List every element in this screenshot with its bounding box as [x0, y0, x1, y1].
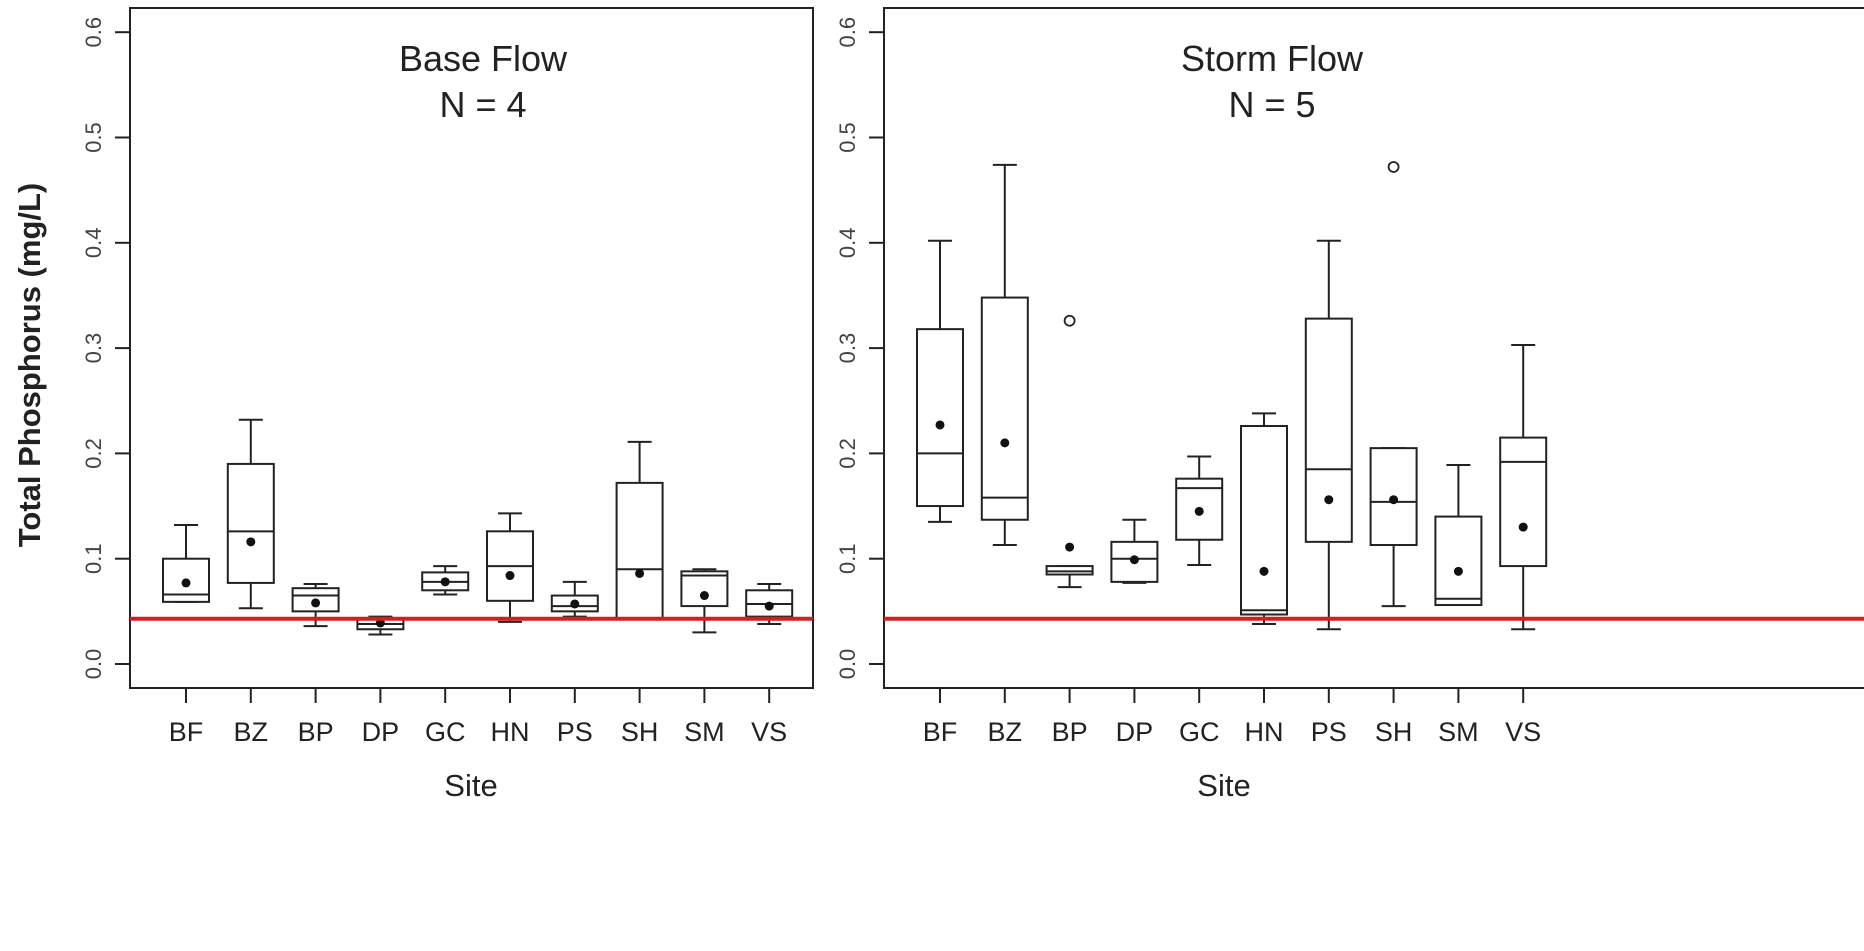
x-tick-label: PS [557, 717, 593, 747]
panel-title-line1: Base Flow [399, 38, 568, 79]
mean-marker [570, 599, 580, 609]
x-tick-label: BP [298, 717, 334, 747]
box-sh [1369, 161, 1418, 608]
y-tick-label: 0.4 [835, 228, 860, 259]
outlier-point [1387, 161, 1400, 173]
box-dp [1110, 518, 1159, 584]
mean-marker [764, 601, 774, 611]
mean-marker [1000, 438, 1010, 448]
x-tick-label: SH [621, 717, 659, 747]
y-tick-label: 0.2 [81, 438, 106, 469]
box-hn [486, 512, 534, 623]
x-tick-label: BF [169, 717, 204, 747]
x-tick-label: HN [491, 717, 530, 747]
mean-marker [1389, 495, 1399, 505]
y-tick-label: 0.5 [835, 122, 860, 153]
box-bz [980, 163, 1029, 547]
y-tick-label: 0.6 [81, 17, 106, 48]
x-axis-title: Site [444, 768, 497, 803]
x-tick-label: VS [1505, 717, 1541, 747]
box-body [916, 328, 964, 508]
x-tick-label: SM [1438, 717, 1479, 747]
box-hn [1240, 412, 1288, 625]
x-tick-label: VS [751, 717, 787, 747]
y-tick-label: 0.0 [835, 649, 860, 680]
box-body [1045, 565, 1094, 576]
box-body [1499, 436, 1548, 568]
box-body [1240, 425, 1288, 616]
mean-marker [505, 571, 515, 581]
box-vs [1499, 343, 1548, 631]
outlier-point [1063, 314, 1076, 327]
box-body [615, 481, 664, 620]
box-bf [162, 524, 210, 603]
y-tick-label: 0.1 [81, 543, 106, 574]
x-axis-title: Site [1197, 768, 1250, 803]
y-tick-label: 0.0 [81, 649, 106, 680]
mean-marker [1259, 566, 1269, 576]
mean-marker [1324, 495, 1334, 505]
panel-title-line2: N = 5 [1228, 84, 1315, 125]
y-tick-label: 0.6 [835, 17, 860, 48]
mean-marker [1129, 555, 1139, 565]
box-bz [226, 418, 275, 610]
box-vs [745, 582, 794, 625]
box-ps [1304, 239, 1353, 631]
mean-marker [935, 420, 945, 430]
box-body [1434, 515, 1483, 607]
box-ps [550, 580, 599, 618]
x-tick-label: PS [1311, 717, 1347, 747]
mean-marker [181, 578, 191, 588]
box-bf [916, 239, 964, 523]
x-tick-label: DP [1116, 717, 1154, 747]
mean-marker [635, 568, 645, 578]
mean-marker [1453, 566, 1463, 576]
box-gc [1175, 455, 1224, 567]
x-tick-label: HN [1245, 717, 1284, 747]
y-tick-label: 0.3 [81, 333, 106, 364]
panel-title-line1: Storm Flow [1181, 38, 1364, 79]
box-bp [1045, 314, 1094, 589]
x-tick-label: GC [1179, 717, 1220, 747]
y-tick-label: 0.5 [81, 122, 106, 153]
box-sm [680, 568, 729, 634]
x-tick-label: SM [684, 717, 725, 747]
box-body [226, 462, 275, 584]
mean-marker [1194, 506, 1204, 516]
x-tick-label: BZ [234, 717, 269, 747]
box-sh [615, 440, 664, 620]
panel-storm-flow: Storm Flow N = 5 Site 0.0 0.1 0.2 0.3 0.4 0.5… [835, 7, 1864, 803]
x-tick-label: GC [425, 717, 466, 747]
mean-marker [246, 537, 256, 547]
y-tick-label: 0.3 [835, 333, 860, 364]
y-tick-label: 0.4 [81, 228, 106, 259]
box-sm [1434, 463, 1483, 607]
box-body [980, 296, 1029, 521]
mean-marker [1065, 542, 1075, 552]
mean-marker [311, 598, 321, 608]
x-tick-label: BF [923, 717, 958, 747]
plot-frame [883, 7, 1864, 689]
x-tick-label: DP [362, 717, 400, 747]
y-axis-title: Total Phosphorus (mg/L) [12, 183, 47, 548]
mean-marker [440, 577, 450, 587]
box-bp [291, 582, 340, 628]
panel-base-flow: Base Flow N = 4 Site 0.0 0.1 0.2 0.3 0.4 0.5 0… [81, 7, 814, 803]
x-tick-label: BZ [988, 717, 1023, 747]
box-gc [421, 565, 470, 596]
box-body [680, 570, 729, 608]
mean-marker [699, 591, 709, 601]
x-tick-label: SH [1375, 717, 1413, 747]
x-tick-label: BP [1052, 717, 1088, 747]
y-tick-label: 0.1 [835, 543, 860, 574]
panel-title-line2: N = 4 [439, 84, 526, 125]
y-tick-label: 0.2 [835, 438, 860, 469]
mean-marker [1518, 522, 1528, 532]
box-body [1304, 317, 1353, 543]
